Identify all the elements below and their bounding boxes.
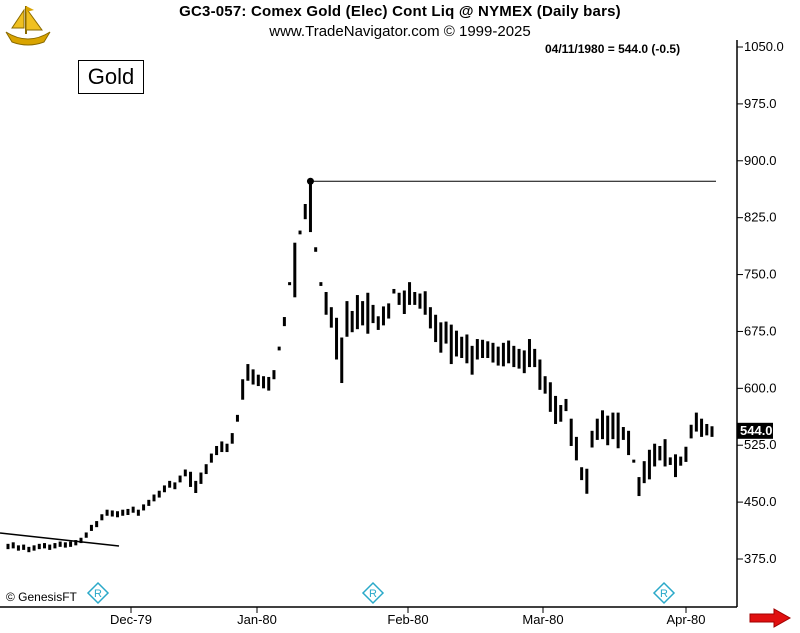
y-tick-label: 450.0 — [744, 494, 777, 509]
gold-ship-logo-icon — [4, 2, 52, 53]
peak-dot — [306, 177, 314, 185]
r-marker-glyph: R — [94, 588, 102, 600]
x-tick-label: Feb-80 — [387, 612, 428, 627]
r-diamond-icon: R — [652, 581, 676, 605]
y-tick-label: 375.0 — [744, 551, 777, 566]
x-tick-label: Apr-80 — [666, 612, 705, 627]
r-diamond-icon: R — [86, 581, 110, 605]
r-diamond-icon: R — [361, 581, 385, 605]
last-price-label: 544.0 — [740, 423, 773, 438]
last-price-box — [737, 422, 773, 439]
y-tick-label: 825.0 — [744, 210, 777, 225]
red-right-arrow-icon[interactable] — [748, 608, 792, 633]
x-tick-label: Jan-80 — [237, 612, 277, 627]
y-tick-label: 975.0 — [744, 96, 777, 111]
instrument-label: Gold — [78, 60, 144, 94]
y-tick-label: 900.0 — [744, 153, 777, 168]
price-readout: 04/11/1980 = 544.0 (-0.5) — [545, 42, 681, 56]
y-tick-label: 675.0 — [744, 323, 777, 338]
y-tick-label: 600.0 — [744, 380, 777, 395]
x-tick-label: Mar-80 — [522, 612, 563, 627]
trend-line — [0, 532, 120, 547]
y-tick-label: 1050.0 — [744, 39, 784, 54]
y-tick-label: 750.0 — [744, 267, 777, 282]
r-marker-glyph: R — [369, 588, 377, 600]
chart-title: GC3-057: Comex Gold (Elec) Cont Liq @ NY… — [179, 3, 621, 20]
y-tick-label: 525.0 — [744, 437, 777, 452]
x-tick-label: Dec-79 — [110, 612, 152, 627]
r-marker-glyph: R — [660, 588, 668, 600]
chart-source: www.TradeNavigator.com © 1999-2025 — [269, 23, 531, 40]
copyright-label: © GenesisFT — [6, 590, 77, 604]
